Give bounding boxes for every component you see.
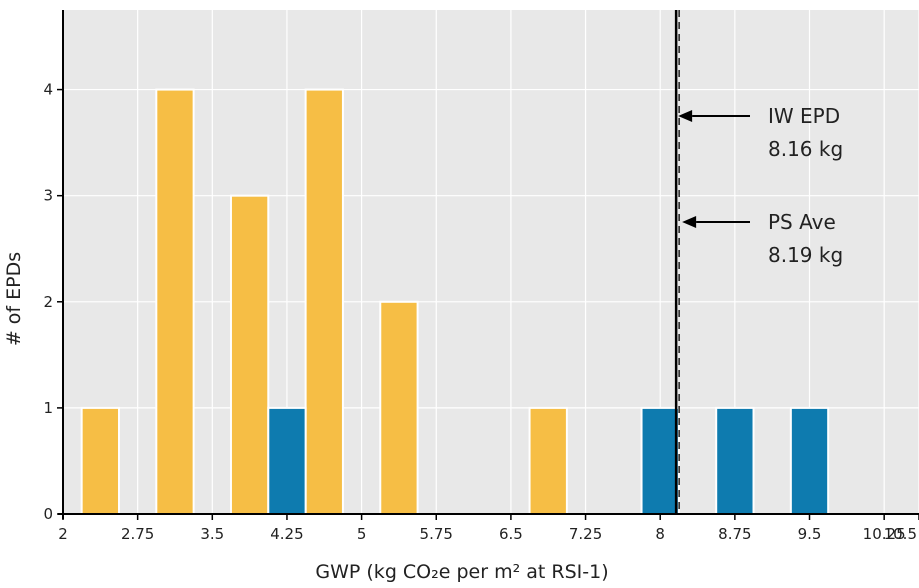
axes: 2 2.75 3.5 4.25 5 5.75 6.5 7.25 8 8.75 9.5 10.2510.… [43, 10, 919, 543]
x-tick-label: 2.75 [121, 525, 154, 543]
y-tick-label: 2 [43, 293, 53, 311]
reference-lines [674, 10, 680, 514]
annotation-arrow-head [678, 110, 693, 122]
x-tick-label: 8 [655, 525, 665, 543]
y-tick-label: 4 [43, 81, 53, 99]
y-axis-title: # of EPDs [3, 252, 25, 346]
x-tick-label: 3.5 [200, 525, 224, 543]
annotation-value: 8.16 kg [768, 137, 843, 161]
annotation-value: 8.19 kg [768, 243, 843, 267]
bar [229, 194, 270, 515]
bar [640, 406, 680, 516]
x-tick-label: 10.5 [884, 525, 917, 543]
bar [80, 406, 120, 516]
bar [528, 406, 568, 516]
bar-layer [80, 88, 830, 516]
bar [379, 300, 419, 515]
x-tick-label: 10.25 [863, 525, 906, 543]
x-tick-label: 7.25 [569, 525, 602, 543]
bar [715, 406, 755, 516]
annotation-label: IW EPD [768, 104, 840, 128]
x-tick-label: 4.25 [270, 525, 303, 543]
bar [155, 88, 195, 515]
x-tick-label: 9.5 [798, 525, 822, 543]
x-tick-label: 2 [58, 525, 68, 543]
annotation-arrow-head [682, 216, 697, 228]
x-tick-label: 6.5 [499, 525, 523, 543]
annotation-label: PS Ave [768, 210, 836, 234]
x-axis-title: GWP (kg CO₂e per m² at RSI-1) [315, 561, 608, 583]
y-tick-label: 3 [43, 187, 53, 205]
y-tick-label: 1 [43, 399, 53, 417]
annotations: IW EPD 8.16 kg PS Ave 8.19 kg [678, 104, 843, 267]
x-tick-label: 5 [357, 525, 367, 543]
x-tick-label: 8.75 [718, 525, 751, 543]
plot-background [63, 10, 919, 514]
bar [789, 406, 830, 516]
y-tick-label: 0 [43, 505, 53, 523]
bar [304, 88, 344, 515]
bar [267, 406, 307, 516]
x-tick-label: 5.75 [420, 525, 453, 543]
